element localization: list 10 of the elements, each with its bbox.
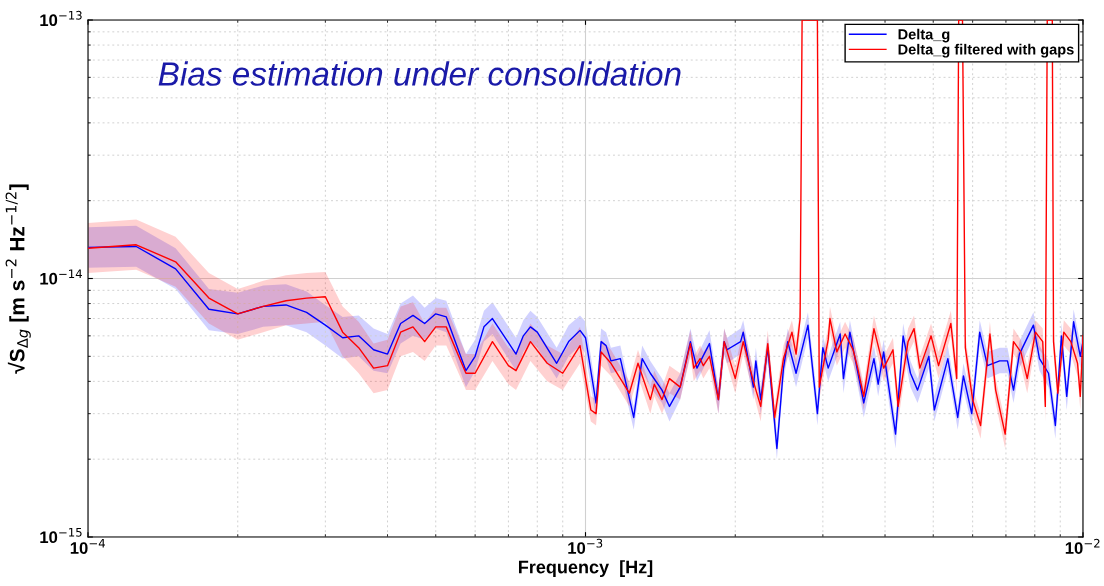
x-axis-title: Frequency [Hz] [518, 560, 653, 578]
annotation: Bias estimation under consolidation [158, 61, 681, 86]
x-tick-label: 10$^{−3}$ [568, 538, 603, 554]
y-tick-label: 10$^{−13}$ [40, 10, 82, 27]
x-tick-label: 10$^{−2}$ [1065, 538, 1100, 554]
legend-label: Delta_g filtered with gaps [898, 43, 1074, 58]
x-tick-label: 10$^{−4}$ [70, 538, 105, 554]
y-axis-title: √S$_{Δg}$ [m s$^{−2}$ Hz$^{−1/2}$] [5, 184, 31, 374]
legend-label: Delta_g [898, 28, 950, 43]
y-tick-label: 10$^{−14}$ [40, 269, 82, 285]
